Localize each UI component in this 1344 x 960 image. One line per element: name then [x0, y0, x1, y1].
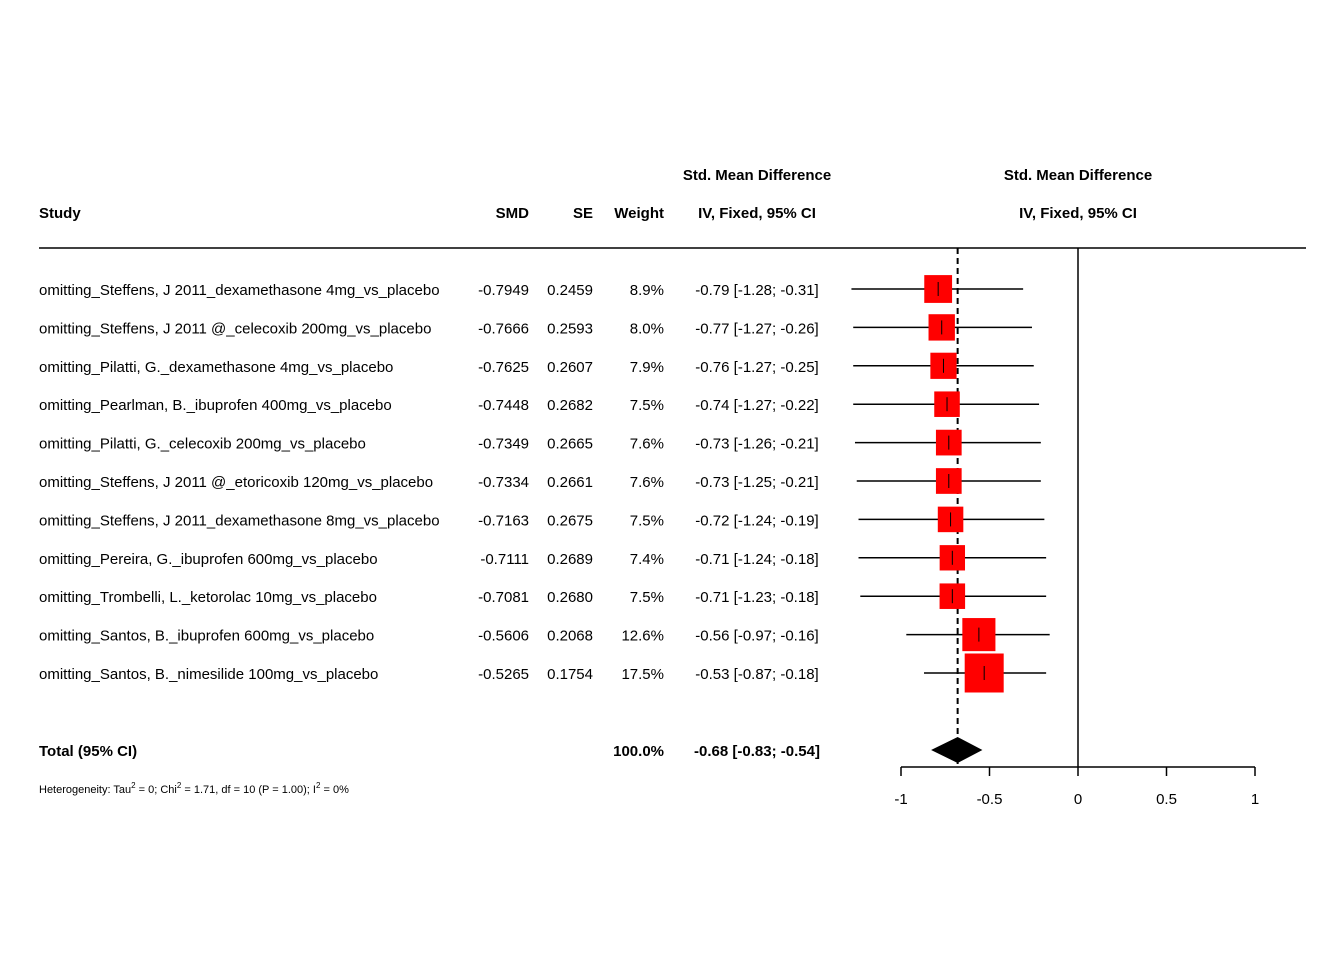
x-tick-label: 0.5	[1156, 791, 1177, 808]
se-value: 0.2682	[547, 397, 593, 414]
smd-value: -0.5606	[478, 628, 529, 645]
weight-value: 7.5%	[630, 397, 664, 414]
weight-value: 17.5%	[621, 666, 664, 683]
weight-value: 8.0%	[630, 320, 664, 337]
smd-value: -0.7666	[478, 320, 529, 337]
study-label: omitting_Steffens, J 2011_dexamethasone …	[39, 512, 440, 529]
header-weight: Weight	[614, 205, 664, 222]
total-weight: 100.0%	[613, 743, 664, 760]
header-plot-line2: IV, Fixed, 95% CI	[1019, 205, 1137, 222]
ci-text: -0.73 [-1.26; -0.21]	[695, 436, 818, 453]
smd-value: -0.7111	[480, 551, 529, 568]
se-value: 0.2068	[547, 628, 593, 645]
header-smd: SMD	[496, 205, 530, 222]
study-label: omitting_Trombelli, L._ketorolac 10mg_vs…	[39, 589, 377, 606]
se-value: 0.2593	[547, 320, 593, 337]
se-value: 0.1754	[547, 666, 593, 683]
study-label: omitting_Steffens, J 2011_dexamethasone …	[39, 282, 440, 299]
weight-value: 7.6%	[630, 436, 664, 453]
header-ci-line2: IV, Fixed, 95% CI	[698, 205, 816, 222]
heterogeneity-text: Heterogeneity: Tau2 = 0; Chi2 = 1.71, df…	[39, 781, 349, 796]
x-tick-label: 0	[1074, 791, 1082, 808]
se-value: 0.2661	[547, 474, 593, 491]
ci-text: -0.71 [-1.23; -0.18]	[695, 589, 818, 606]
weight-value: 7.4%	[630, 551, 664, 568]
ci-text: -0.77 [-1.27; -0.26]	[695, 320, 818, 337]
smd-value: -0.7625	[478, 359, 529, 376]
smd-value: -0.7448	[478, 397, 529, 414]
ci-text: -0.76 [-1.27; -0.25]	[695, 359, 818, 376]
header-study: Study	[39, 205, 81, 222]
se-value: 0.2675	[547, 512, 593, 529]
study-label: omitting_Pilatti, G._celecoxib 200mg_vs_…	[39, 436, 366, 453]
weight-value: 7.5%	[630, 512, 664, 529]
smd-value: -0.5265	[478, 666, 529, 683]
ci-text: -0.72 [-1.24; -0.19]	[695, 512, 818, 529]
x-tick-label: 1	[1251, 791, 1259, 808]
weight-value: 7.9%	[630, 359, 664, 376]
smd-value: -0.7349	[478, 436, 529, 453]
ci-text: -0.79 [-1.28; -0.31]	[695, 282, 818, 299]
weight-value: 12.6%	[621, 628, 664, 645]
ci-text: -0.53 [-0.87; -0.18]	[695, 666, 818, 683]
het-part4: = 0%	[320, 784, 349, 796]
se-value: 0.2607	[547, 359, 593, 376]
study-label: omitting_Santos, B._nimesilide 100mg_vs_…	[39, 666, 378, 683]
study-label: omitting_Pilatti, G._dexamethasone 4mg_v…	[39, 359, 393, 376]
het-sup1: 2	[131, 781, 136, 790]
study-label: omitting_Pereira, G._ibuprofen 600mg_vs_…	[39, 551, 378, 568]
header-ci-line1: Std. Mean Difference	[683, 167, 831, 184]
se-value: 0.2680	[547, 589, 593, 606]
het-sup3: 2	[316, 781, 321, 790]
se-value: 0.2689	[547, 551, 593, 568]
smd-value: -0.7163	[478, 512, 529, 529]
smd-value: -0.7081	[478, 589, 529, 606]
study-label: omitting_Santos, B._ibuprofen 600mg_vs_p…	[39, 628, 374, 645]
x-axis: -1 -0.5 0 0.5 1	[894, 766, 1259, 808]
ci-text: -0.73 [-1.25; -0.21]	[695, 474, 818, 491]
het-sup2: 2	[177, 781, 182, 790]
study-label: omitting_Pearlman, B._ibuprofen 400mg_vs…	[39, 397, 392, 414]
smd-value: -0.7334	[478, 474, 529, 491]
weight-value: 7.5%	[630, 589, 664, 606]
study-label: omitting_Steffens, J 2011 @_etoricoxib 1…	[39, 474, 433, 491]
header-se: SE	[573, 205, 593, 222]
se-value: 0.2459	[547, 282, 593, 299]
se-value: 0.2665	[547, 436, 593, 453]
x-tick-label: -1	[894, 791, 907, 808]
ci-text: -0.74 [-1.27; -0.22]	[695, 397, 818, 414]
total-ci-text: -0.68 [-0.83; -0.54]	[694, 743, 820, 760]
ci-text: -0.71 [-1.24; -0.18]	[695, 551, 818, 568]
het-part3: = 1.71, df = 10 (P = 1.00); I	[181, 784, 316, 796]
het-part2: = 0; Chi	[136, 784, 177, 796]
header-plot-line1: Std. Mean Difference	[1004, 167, 1152, 184]
ci-text: -0.56 [-0.97; -0.16]	[695, 628, 818, 645]
study-rows: omitting_Steffens, J 2011_dexamethasone …	[39, 282, 819, 683]
total-label: Total (95% CI)	[39, 743, 137, 760]
weight-value: 7.6%	[630, 474, 664, 491]
study-label: omitting_Steffens, J 2011 @_celecoxib 20…	[39, 320, 431, 337]
weight-value: 8.9%	[630, 282, 664, 299]
plot-marks	[851, 248, 1079, 767]
het-prefix: Heterogeneity: Tau	[39, 784, 131, 796]
x-tick-label: -0.5	[977, 791, 1003, 808]
summary-diamond	[931, 737, 983, 763]
smd-value: -0.7949	[478, 282, 529, 299]
